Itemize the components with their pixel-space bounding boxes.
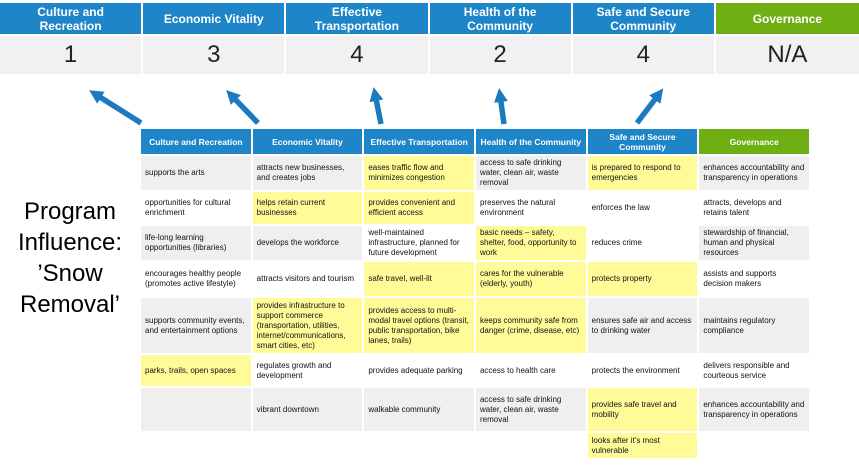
influence-arrow [500, 95, 504, 124]
priority-score: 3 [143, 36, 286, 74]
matrix-cell: well-maintained infrastructure, planned … [363, 225, 475, 261]
priority-header: Governance [716, 3, 859, 36]
matrix-cell: develops the workforce [252, 225, 364, 261]
influence-arrow [375, 94, 381, 124]
priority-header: Health of the Community [430, 3, 573, 36]
matrix-column-header: Economic Vitality [252, 128, 364, 155]
matrix-cell [698, 432, 810, 459]
matrix-cell: stewardship of financial, human and phys… [698, 225, 810, 261]
matrix-cell: life-long learning opportunities (librar… [140, 225, 252, 261]
influence-arrow [637, 94, 659, 123]
matrix-cell: safe travel, well-lit [363, 261, 475, 297]
matrix-cell: access to safe drinking water, clean air… [475, 155, 587, 191]
priority-score: 4 [286, 36, 429, 74]
priority-score: 4 [573, 36, 716, 74]
matrix-cell: enhances accountability and transparency… [698, 155, 810, 191]
priority-score: 2 [430, 36, 573, 74]
influence-arrow [95, 94, 141, 123]
matrix-cell: parks, trails, open spaces [140, 354, 252, 387]
matrix-column-header: Health of the Community [475, 128, 587, 155]
matrix-cell: walkable community [363, 387, 475, 432]
matrix-cell: ensures safe air and access to drinking … [587, 297, 699, 354]
matrix-cell: helps retain current businesses [252, 191, 364, 225]
matrix-cell [475, 432, 587, 459]
matrix-column-header: Safe and Secure Community [587, 128, 699, 155]
matrix-cell: basic needs – safety, shelter, food, opp… [475, 225, 587, 261]
matrix-cell: protects the environment [587, 354, 699, 387]
priority-header: Safe and Secure Community [573, 3, 716, 36]
matrix-cell: attracts visitors and tourism [252, 261, 364, 297]
influence-matrix: Culture and RecreationEconomic VitalityE… [140, 128, 810, 459]
matrix-cell: provides adequate parking [363, 354, 475, 387]
priority-score: 1 [0, 36, 143, 74]
matrix-cell: delivers responsible and courteous servi… [698, 354, 810, 387]
influence-arrow [231, 95, 258, 123]
program-influence-label: Program Influence: ’Snow Removal’ [0, 128, 140, 459]
matrix-cell: assists and supports decision makers [698, 261, 810, 297]
matrix-cell: preserves the natural environment [475, 191, 587, 225]
matrix-cell: attracts, develops and retains talent [698, 191, 810, 225]
main-content: Program Influence: ’Snow Removal’ Cultur… [0, 128, 859, 459]
matrix-cell: enhances accountability and transparency… [698, 387, 810, 432]
matrix-cell: looks after it's most vulnerable [587, 432, 699, 459]
matrix-cell [363, 432, 475, 459]
matrix-column-header: Governance [698, 128, 810, 155]
priority-header: Culture and Recreation [0, 3, 143, 36]
matrix-cell: cares for the vulnerable (elderly, youth… [475, 261, 587, 297]
matrix-cell: provides safe travel and mobility [587, 387, 699, 432]
matrix-cell: provides infrastructure to support comme… [252, 297, 364, 354]
matrix-cell: enforces the law [587, 191, 699, 225]
program-label-line: Removal’ [0, 289, 140, 320]
program-label-line: ’Snow [0, 258, 140, 289]
matrix-cell: reduces crime [587, 225, 699, 261]
priority-score: N/A [716, 36, 859, 74]
matrix-cell: protects property [587, 261, 699, 297]
priority-header: Effective Transportation [286, 3, 429, 36]
matrix-cell [140, 387, 252, 432]
matrix-cell: vibrant downtown [252, 387, 364, 432]
matrix-cell: attracts new businesses, and creates job… [252, 155, 364, 191]
matrix-cell: encourages healthy people (promotes acti… [140, 261, 252, 297]
top-priority-grid: Culture and RecreationEconomic VitalityE… [0, 3, 859, 74]
matrix-cell: regulates growth and development [252, 354, 364, 387]
matrix-cell: access to health care [475, 354, 587, 387]
influence-arrows [0, 74, 859, 128]
matrix-cell: supports community events, and entertain… [140, 297, 252, 354]
matrix-cell: is prepared to respond to emergencies [587, 155, 699, 191]
matrix-cell [252, 432, 364, 459]
priority-header: Economic Vitality [143, 3, 286, 36]
matrix-cell: supports the arts [140, 155, 252, 191]
matrix-cell: provides convenient and efficient access [363, 191, 475, 225]
matrix-cell: maintains regulatory compliance [698, 297, 810, 354]
program-label-line: Program [0, 196, 140, 227]
matrix-cell: opportunities for cultural enrichment [140, 191, 252, 225]
matrix-cell: access to safe drinking water, clean air… [475, 387, 587, 432]
program-label-line: Influence: [0, 227, 140, 258]
matrix-cell: provides access to multi-modal travel op… [363, 297, 475, 354]
matrix-cell: eases traffic flow and minimizes congest… [363, 155, 475, 191]
matrix-column-header: Effective Transportation [363, 128, 475, 155]
matrix-column-header: Culture and Recreation [140, 128, 252, 155]
matrix-cell [140, 432, 252, 459]
matrix-cell: keeps community safe from danger (crime,… [475, 297, 587, 354]
